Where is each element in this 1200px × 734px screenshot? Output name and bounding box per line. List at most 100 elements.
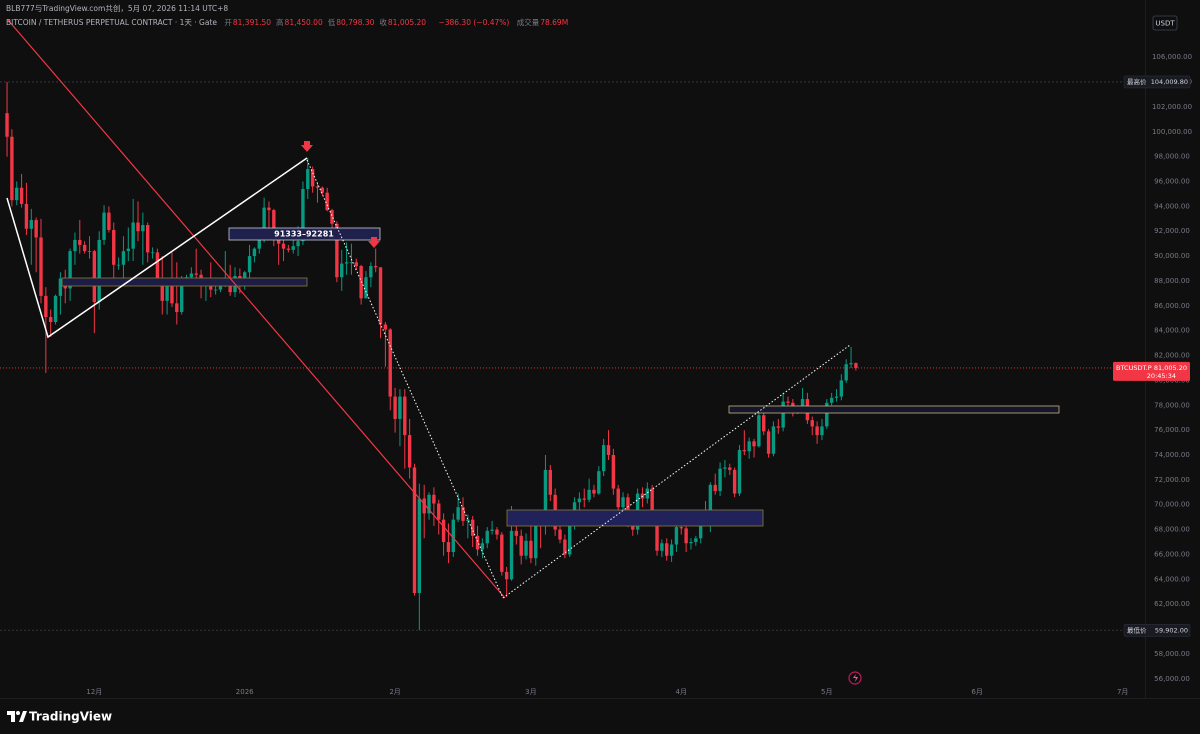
credit-text: BLB777与TradingView.com共创，5月 07, 2026 11:…: [6, 4, 229, 13]
candle-body: [679, 527, 683, 529]
candle-body: [437, 503, 441, 520]
candle-body: [650, 488, 654, 520]
candle-body: [78, 239, 82, 245]
x-tick-label: 4月: [676, 688, 687, 696]
candle-body: [218, 283, 223, 290]
candle-body: [781, 401, 785, 428]
candle-body: [19, 187, 24, 204]
candle-body: [446, 542, 451, 552]
candle-body: [529, 540, 533, 559]
candle-body: [252, 248, 257, 257]
x-tick-label: 2026: [236, 688, 254, 696]
candle-body: [762, 415, 766, 432]
candle-body: [53, 295, 58, 322]
candle-body: [136, 222, 140, 232]
y-tick-label: 96,000.00: [1154, 178, 1190, 186]
candle-body: [708, 484, 713, 520]
candle-body: [364, 277, 368, 299]
candle-body: [757, 415, 761, 447]
price-tag: [1123, 623, 1191, 637]
candle-body: [272, 210, 276, 240]
last-price-symbol: BTCUSDT.P: [1116, 364, 1152, 372]
candle-body: [490, 529, 494, 531]
candle-body: [417, 498, 422, 594]
candle-body: [150, 252, 155, 254]
candle-body: [369, 266, 373, 278]
zone-box: [506, 509, 764, 527]
candle-body: [480, 543, 485, 550]
candle-body: [160, 278, 164, 301]
candle-body: [15, 187, 19, 201]
candle-body: [461, 507, 465, 521]
candle-body: [165, 283, 169, 301]
logo-shape: [7, 711, 15, 722]
candle-body: [645, 488, 650, 499]
candle-body: [834, 396, 839, 398]
candle-body: [301, 188, 305, 242]
candle-body: [383, 324, 388, 330]
candle-body: [262, 207, 266, 239]
candle-body: [451, 519, 455, 552]
candle-body: [398, 396, 402, 419]
currency-button[interactable]: [1152, 15, 1178, 31]
candle-body: [102, 212, 106, 240]
y-tick-label: 78,000.00: [1154, 401, 1190, 409]
candle-body: [373, 266, 378, 268]
candle-body: [10, 136, 14, 201]
candle-body: [752, 441, 756, 447]
candle-body: [378, 267, 383, 325]
candle-body: [87, 251, 92, 252]
last-price-value: 81,005.20: [1154, 364, 1187, 372]
price-tag: [1123, 75, 1191, 89]
arrow-marker: [301, 141, 313, 152]
candle-body: [800, 399, 805, 411]
candle-body: [82, 244, 87, 252]
logo-shape: [16, 711, 20, 715]
candle-body: [568, 524, 572, 555]
price-tag-value: 59,902.00: [1155, 626, 1188, 634]
y-tick-label: 62,000.00: [1154, 600, 1190, 608]
last-price-countdown: 20:45:34: [1147, 372, 1176, 380]
candle-body: [427, 494, 431, 514]
event-icon[interactable]: [848, 671, 862, 685]
price-tag-name: 最低价: [1127, 625, 1147, 634]
candle-body: [558, 529, 562, 540]
candle-body: [58, 278, 63, 296]
candle-body: [587, 489, 591, 500]
candle-body: [286, 248, 291, 250]
candle-body: [24, 203, 29, 229]
candle-body: [179, 279, 184, 313]
arrow-marker: [368, 237, 380, 248]
price-tag-value: 104,009.80: [1151, 78, 1188, 86]
y-tick-label: 76,000.00: [1154, 426, 1190, 434]
candle-body: [131, 222, 135, 249]
y-tick-label: 86,000.00: [1154, 302, 1190, 310]
candle-body: [611, 455, 616, 489]
candle-body: [582, 498, 586, 500]
candle-body: [509, 530, 514, 580]
field-value: 81,005.20: [387, 18, 427, 27]
ohlc-fields: 开81,391.50 高81,450.00 低80,798.30 收81,005.20: [224, 18, 431, 27]
candle-body: [121, 251, 126, 265]
x-tick-label: 6月: [971, 688, 982, 696]
candle-body: [330, 210, 334, 224]
y-tick-label: 68,000.00: [1154, 526, 1190, 534]
candle-body: [597, 471, 601, 494]
candle-body: [616, 488, 620, 508]
trend-line: [502, 344, 851, 599]
candle-body: [694, 538, 698, 543]
candle-body: [718, 468, 722, 492]
candle-body: [291, 246, 295, 250]
candle-body: [723, 467, 727, 469]
candle-body: [543, 469, 548, 526]
candle-body: [820, 426, 824, 436]
candle-body: [839, 380, 844, 397]
candle-body: [732, 469, 737, 494]
candle-body: [854, 363, 858, 368]
x-tick-label: 7月: [1117, 688, 1128, 696]
price-tag-name: 最高价: [1127, 77, 1147, 86]
axes: 56,000.0058,000.0060,000.0062,000.0064,0…: [86, 53, 1192, 696]
candle-body: [29, 220, 33, 229]
y-tick-label: 98,000.00: [1154, 153, 1190, 161]
